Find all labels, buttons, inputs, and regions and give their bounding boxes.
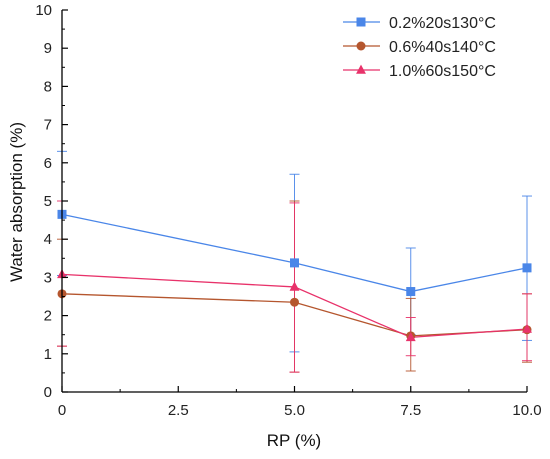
y-tick-label: 2	[44, 308, 52, 325]
x-tick-label: 2.5	[168, 402, 189, 419]
data-point-series-3	[289, 281, 300, 291]
y-tick-label: 9	[44, 40, 52, 57]
legend-marker-2	[356, 41, 366, 51]
y-tick-label: 6	[44, 155, 52, 172]
y-tick-label: 8	[44, 78, 52, 95]
y-tick-label: 0	[44, 384, 52, 401]
data-point-series-1	[290, 258, 299, 268]
data-point-series-3	[405, 331, 416, 342]
x-tick-label: 5.0	[284, 402, 305, 419]
legend-marker-1	[356, 17, 366, 27]
y-tick-label: 10	[35, 2, 52, 19]
data-point-series-3	[522, 323, 532, 333]
data-point-series-1	[406, 287, 416, 297]
series-lines	[61, 213, 528, 339]
data-point-series-2	[290, 297, 299, 307]
legend-label-2: 0.6%40s140°C	[389, 39, 496, 56]
y-tick-label: 3	[44, 269, 52, 286]
y-tick-label: 7	[44, 117, 52, 134]
x-axis-title: RP (%)	[267, 431, 321, 450]
x-tick-label: 0	[58, 402, 66, 419]
legend-label-3: 1.0%60s150°C	[389, 63, 496, 80]
x-tick-label: 7.5	[400, 402, 421, 419]
series-line-3	[61, 273, 528, 339]
x-tick-label: 10.0	[512, 402, 541, 419]
legend-label-1: 0.2%20s130°C	[389, 15, 496, 32]
y-tick-label: 5	[44, 193, 52, 210]
legend: 0.2%20s130°C 0.6%40s140°C 1.0%60s150°C	[343, 15, 496, 80]
data-point-series-1	[522, 263, 532, 273]
y-tick-label: 1	[44, 346, 52, 363]
axes: 0 1 2 3 4 5 6 7 8 9 10 0 2.5 5.0 7.5 10.0	[35, 2, 541, 419]
y-tick-label: 4	[44, 231, 52, 248]
legend-marker-3	[356, 64, 366, 74]
series-line-1	[61, 213, 528, 293]
y-axis-title: Water absorption (%)	[7, 122, 26, 282]
